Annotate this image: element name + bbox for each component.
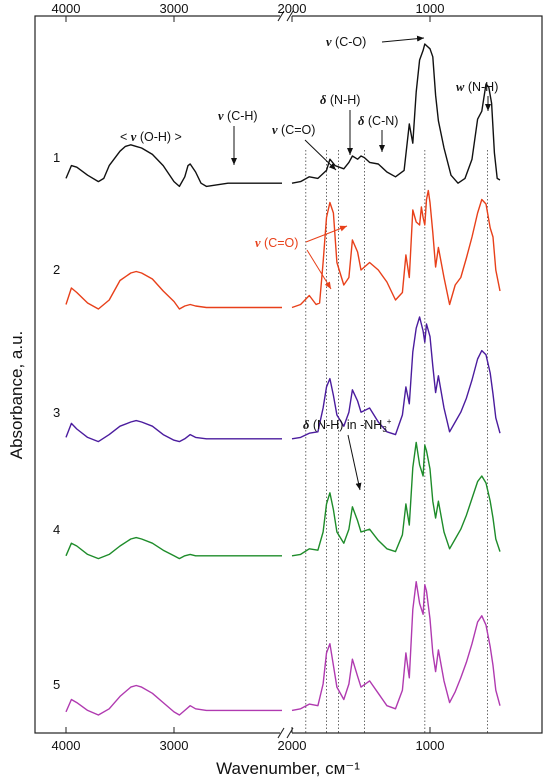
x-axis-ticks: 4000 4000 3000 3000 2000 2000 1000 1000 (52, 1, 445, 753)
annotation-arrows (231, 35, 491, 491)
spectrum-5 (65, 581, 501, 716)
spectrum-4-left (65, 536, 282, 560)
curve-label-4: 4 (53, 522, 60, 537)
annotation-oh: < ν (O-H) > (120, 130, 182, 144)
curve-label-2: 2 (53, 262, 60, 277)
spectrum-3 (65, 316, 501, 443)
spectrum-4-right (291, 441, 501, 557)
y-axis-title: Absorbance, a.u. (7, 331, 26, 460)
annotation-ch: ν (C-H) (218, 109, 258, 123)
x-tick-label-top: 3000 (160, 1, 189, 16)
curve-label-3: 3 (53, 405, 60, 420)
spectrum-1-left (65, 144, 282, 188)
peak-annotations: < ν (O-H) > ν (C-H) ν (C=O) δ (N-H) δ (C… (120, 35, 498, 434)
plot-frame (34, 10, 543, 739)
arrow-nh3 (347, 434, 362, 491)
x-tick-label-bottom: 4000 (52, 738, 81, 753)
peak-guide-lines (305, 150, 488, 733)
spectrum-2-right (291, 189, 501, 309)
x-tick-label-top: 1000 (416, 1, 445, 16)
x-tick-label-bottom: 2000 (278, 738, 307, 753)
x-tick-label-bottom: 1000 (416, 738, 445, 753)
spectrum-3-left (65, 419, 282, 443)
x-tick-label-top: 4000 (52, 1, 81, 16)
arrow-co-1 (304, 139, 337, 171)
spectra-curves (65, 43, 501, 716)
axis-break-mark (277, 727, 294, 739)
arrow-co-red-2 (306, 249, 332, 290)
spectrum-3-right (291, 316, 501, 440)
spectrum-2 (65, 189, 501, 310)
spectrum-1 (65, 43, 501, 188)
x-tick-label-bottom: 3000 (160, 738, 189, 753)
spectrum-2-left (65, 270, 282, 310)
annotation-w-nh: w (N-H) (456, 80, 498, 94)
x-axis-title: Wavenumber, см⁻¹ (216, 759, 360, 778)
axis-break-mark (277, 10, 294, 22)
arrow-co-b (381, 35, 425, 43)
x-tick-label-top: 2000 (278, 1, 307, 16)
curve-labels: 1 2 3 4 5 (53, 150, 60, 692)
annotation-co-b: ν (C-O) (326, 35, 366, 49)
annotation-cn: δ (C-N) (358, 114, 398, 128)
spectrum-1-right (291, 43, 501, 184)
annotation-nh: δ (N-H) (320, 93, 360, 107)
arrow-co-red-1 (305, 225, 348, 243)
curve-label-1: 1 (53, 150, 60, 165)
annotation-co-red: ν (C=O) (255, 236, 298, 250)
annotation-co-1: ν (C=O) (272, 123, 315, 137)
spectrum-5-right (291, 581, 501, 712)
annotation-nh3: δ (N-H) in -NH3+ (303, 417, 392, 434)
spectrum-5-left (65, 684, 282, 716)
spectrum-4 (65, 441, 501, 560)
curve-label-5: 5 (53, 677, 60, 692)
